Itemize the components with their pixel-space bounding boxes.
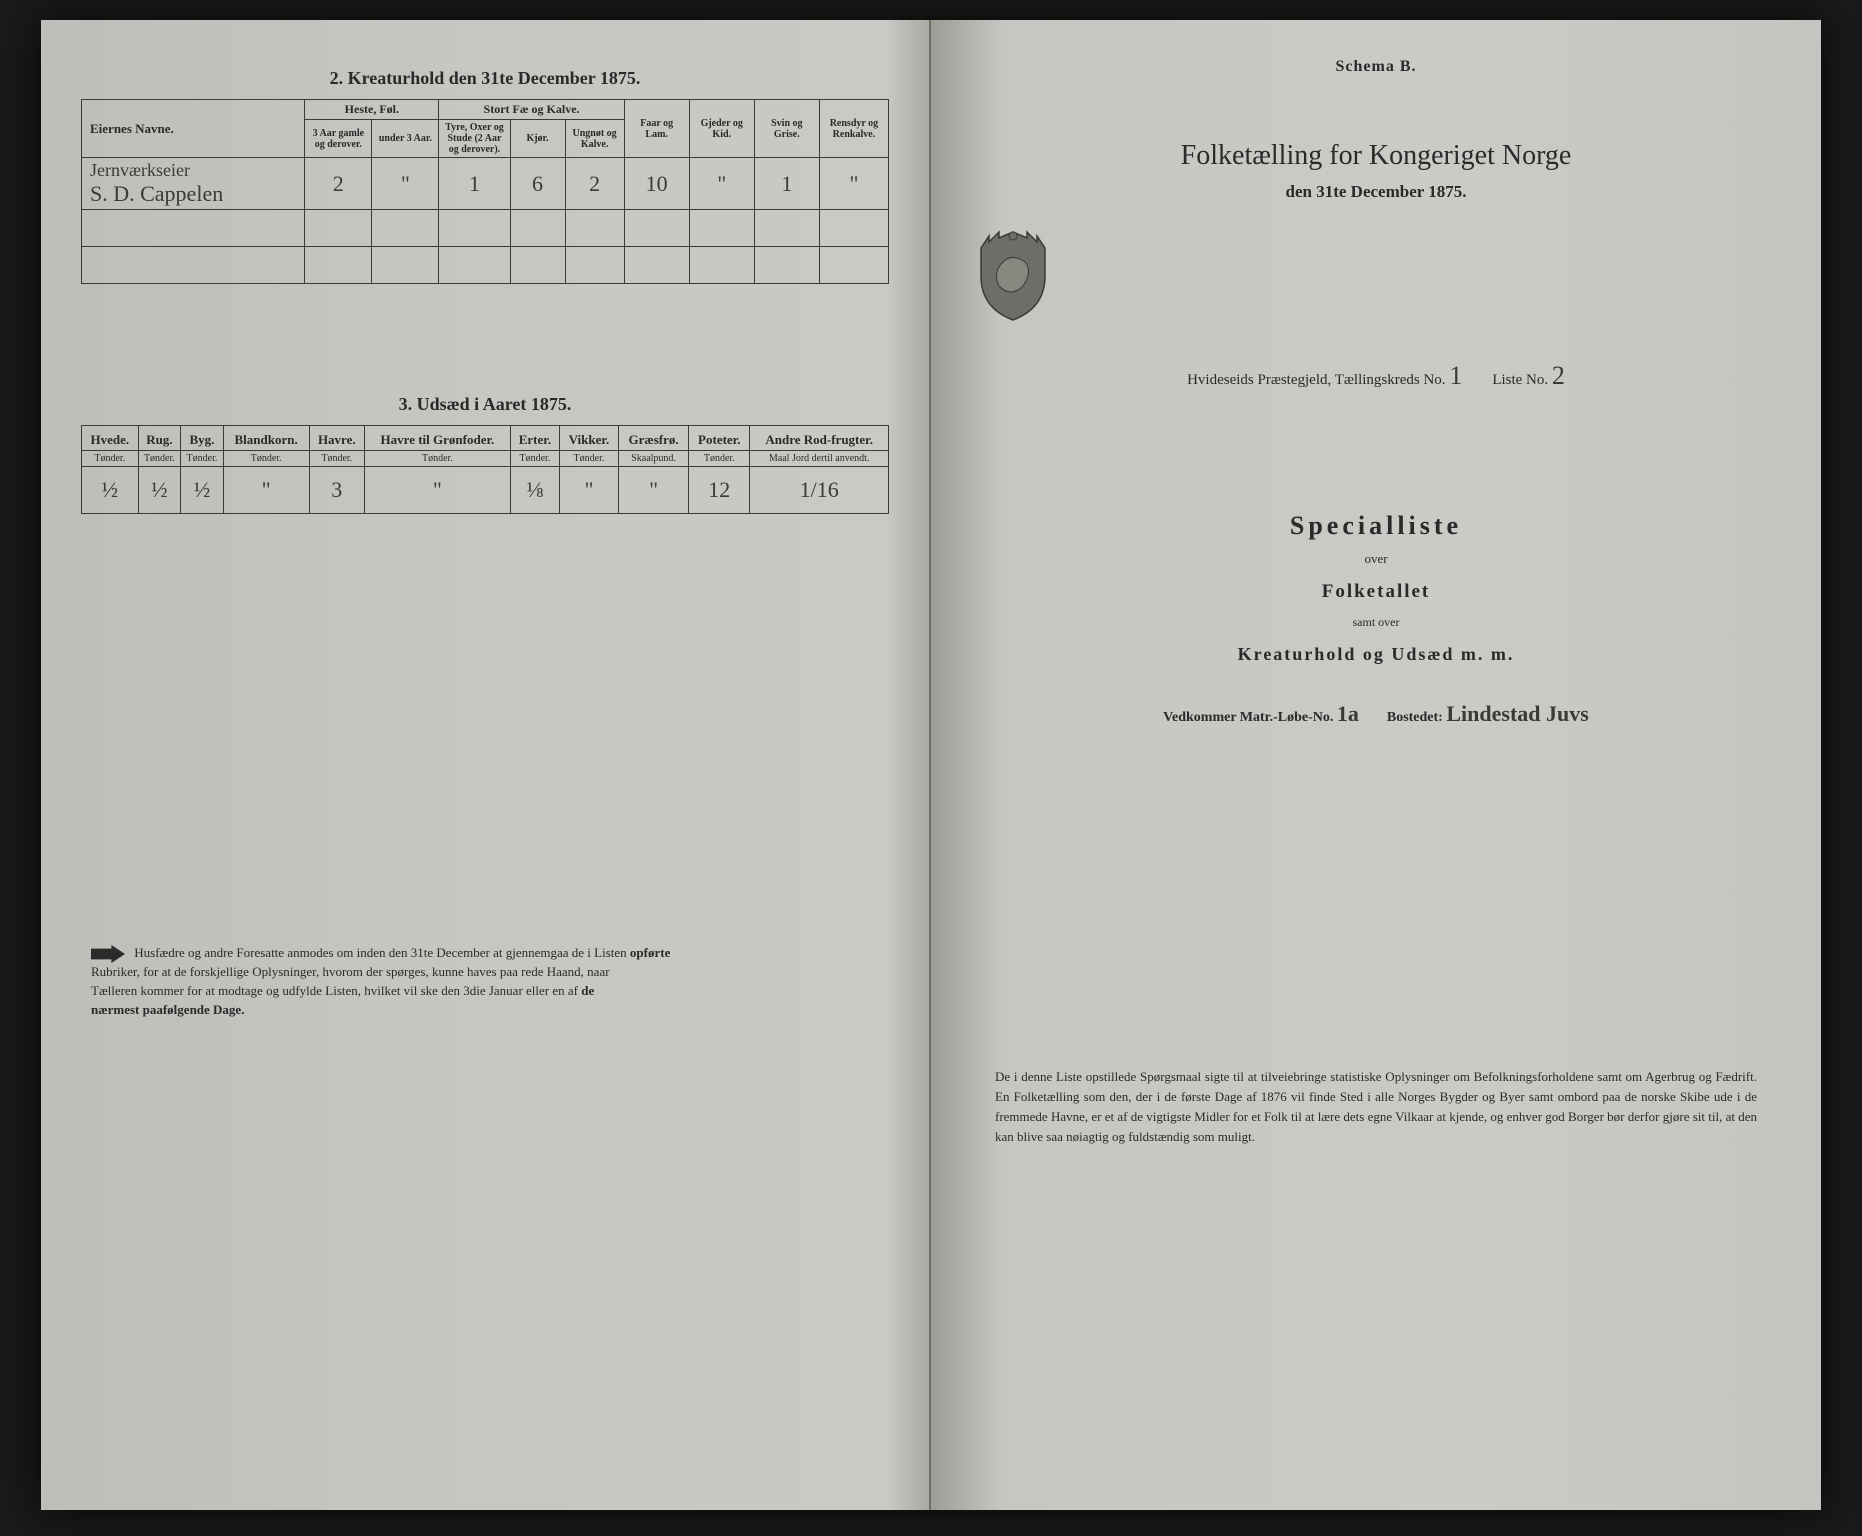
specialliste: Specialliste <box>971 511 1781 541</box>
table-row <box>82 247 889 284</box>
cell-gjeder: " <box>689 158 754 210</box>
t2-s1: Tønder. <box>138 451 181 467</box>
note-l3a: Tælleren kommer for at modtage og udfyld… <box>91 983 581 998</box>
t2-s2: Tønder. <box>181 451 224 467</box>
col-ren: Rensdyr og Renkalve. <box>819 100 888 158</box>
t2-v8: " <box>618 467 688 514</box>
kreds-no: 1 <box>1449 361 1462 390</box>
folketallet: Folketallet <box>971 581 1781 603</box>
t2-v0: ½ <box>82 467 139 514</box>
t2-s9: Tønder. <box>689 451 750 467</box>
right-page: Schema B. Folketælling for Kongeriget No… <box>931 20 1821 1510</box>
t2-h4: Havre. <box>309 426 364 451</box>
samt-label: samt over <box>971 615 1781 630</box>
t2-h3: Blandkorn. <box>223 426 309 451</box>
t2-h9: Poteter. <box>689 426 750 451</box>
table-row: Eiernes Navne. Heste, Føl. Stort Fæ og K… <box>82 100 889 120</box>
left-page: 2. Kreaturhold den 31te December 1875. E… <box>41 20 931 1510</box>
owner-name: S. D. Cappelen <box>90 181 300 207</box>
section2-title: 2. Kreaturhold den 31te December 1875. <box>81 68 889 89</box>
t2-s8: Skaalpund. <box>618 451 688 467</box>
census-subtitle: den 31te December 1875. <box>971 182 1781 202</box>
cell-ren: " <box>819 158 888 210</box>
t2-s4: Tønder. <box>309 451 364 467</box>
col-stort-a: Tyre, Oxer og Stude (2 Aar og derover). <box>439 120 510 158</box>
t2-s0: Tønder. <box>82 451 139 467</box>
note-l2: Rubriker, for at de forskjellige Oplysni… <box>91 964 610 979</box>
liste-label: Liste No. <box>1492 372 1548 388</box>
owner-cell: Jernværkseier S. D. Cappelen <box>82 158 305 210</box>
coat-of-arms-icon <box>971 228 1055 324</box>
t2-v2: ½ <box>181 467 224 514</box>
bosted-val: Lindestad Juvs <box>1446 701 1588 726</box>
table-row: Tønder. Tønder. Tønder. Tønder. Tønder. … <box>82 451 889 467</box>
table-row <box>82 210 889 247</box>
t2-h1: Rug. <box>138 426 181 451</box>
liste-no: 2 <box>1552 361 1565 390</box>
census-title: Folketælling for Kongeriget Norge <box>971 140 1781 172</box>
t2-h10: Andre Rod-frugter. <box>750 426 889 451</box>
t2-h7: Vikker. <box>560 426 619 451</box>
t2-v10: 1/16 <box>750 467 889 514</box>
t2-v1: ½ <box>138 467 181 514</box>
t2-s10: Maal Jord dertil anvendt. <box>750 451 889 467</box>
t2-s6: Tønder. <box>510 451 559 467</box>
note-l3b: de <box>581 983 594 998</box>
t2-v6: ⅛ <box>510 467 559 514</box>
cell-stort-c: 2 <box>565 158 624 210</box>
t2-v5: " <box>365 467 511 514</box>
section3-title: 3. Udsæd i Aaret 1875. <box>81 394 889 415</box>
note-l1b: opførte <box>630 945 670 960</box>
col-faar: Faar og Lam. <box>624 100 689 158</box>
col-stort-c: Ungnøt og Kalve. <box>565 120 624 158</box>
cell-stort-b: 6 <box>510 158 565 210</box>
t2-v7: " <box>560 467 619 514</box>
t2-s5: Tønder. <box>365 451 511 467</box>
col-heste-b: under 3 Aar. <box>372 120 439 158</box>
district-prefix: Hvideseids Præstegjeld, Tællingskreds No… <box>1187 372 1445 388</box>
col-group-heste: Heste, Føl. <box>305 100 439 120</box>
col-group-stort: Stort Fæ og Kalve. <box>439 100 624 120</box>
t2-v4: 3 <box>309 467 364 514</box>
cell-heste-a: 2 <box>305 158 372 210</box>
cell-stort-a: 1 <box>439 158 510 210</box>
seed-table: Hvede. Rug. Byg. Blandkorn. Havre. Havre… <box>81 425 889 514</box>
document-spread: 2. Kreaturhold den 31te December 1875. E… <box>41 20 1821 1510</box>
t2-s7: Tønder. <box>560 451 619 467</box>
cell-svin: 1 <box>754 158 819 210</box>
t2-h8: Græsfrø. <box>618 426 688 451</box>
t2-h0: Hvede. <box>82 426 139 451</box>
cell-heste-b: " <box>372 158 439 210</box>
left-note: Husfædre og andre Foresatte anmodes om i… <box>81 944 889 1020</box>
over-label: over <box>971 551 1781 567</box>
t2-h5: Havre til Grønfoder. <box>365 426 511 451</box>
note-l4: nærmest paafølgende Dage. <box>91 1002 244 1017</box>
vedk-label: Vedkommer Matr.-Løbe-No. <box>1163 710 1333 725</box>
right-note: De i denne Liste opstillede Spørgsmaal s… <box>971 1067 1781 1148</box>
pointer-icon <box>91 945 125 963</box>
kreaturhold: Kreaturhold og Udsæd m. m. <box>971 644 1781 665</box>
cell-faar: 10 <box>624 158 689 210</box>
owner-role: Jernværkseier <box>90 160 300 181</box>
schema-label: Schema B. <box>971 58 1781 76</box>
bosted-label: Bostedet: <box>1387 710 1443 725</box>
vedk-val: 1a <box>1337 701 1359 726</box>
table-row: ½ ½ ½ " 3 " ⅛ " " 12 1/16 <box>82 467 889 514</box>
col-svin: Svin og Grise. <box>754 100 819 158</box>
col-stort-b: Kjør. <box>510 120 565 158</box>
col-owner: Eiernes Navne. <box>82 100 305 158</box>
t2-v3: " <box>223 467 309 514</box>
note-l1a: Husfædre og andre Foresatte anmodes om i… <box>134 945 630 960</box>
col-heste-a: 3 Aar gamle og derover. <box>305 120 372 158</box>
t2-s3: Tønder. <box>223 451 309 467</box>
district-line: Hvideseids Præstegjeld, Tællingskreds No… <box>971 361 1781 391</box>
t2-v9: 12 <box>689 467 750 514</box>
t2-h2: Byg. <box>181 426 224 451</box>
livestock-table: Eiernes Navne. Heste, Føl. Stort Fæ og K… <box>81 99 889 284</box>
col-gjeder: Gjeder og Kid. <box>689 100 754 158</box>
t2-h6: Erter. <box>510 426 559 451</box>
vedkommer-line: Vedkommer Matr.-Løbe-No. 1a Bostedet: Li… <box>971 701 1781 727</box>
table-row: Hvede. Rug. Byg. Blandkorn. Havre. Havre… <box>82 426 889 451</box>
